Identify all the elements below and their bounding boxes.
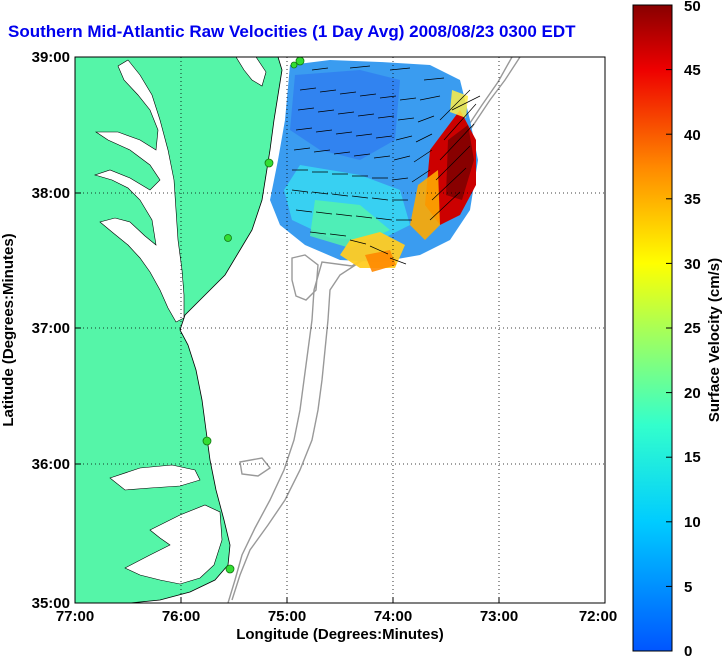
x-axis-label: Longitude (Degrees:Minutes) [236, 626, 444, 643]
coastline [129, 57, 283, 603]
x-tick-label: 77:00 [56, 608, 94, 625]
map-title: Southern Mid-Atlantic Raw Velocities (1 … [8, 22, 576, 41]
x-axis: 77:00 76:00 75:00 74:00 73:00 72:00 Long… [56, 597, 617, 643]
x-tick-label: 74:00 [374, 608, 412, 625]
plot-frame [74, 56, 606, 604]
station-marker [225, 564, 235, 574]
chesapeake-bay [93, 59, 185, 323]
albemarle-sound [109, 464, 201, 491]
colorbar-tick-label: 0 [684, 643, 692, 659]
x-tick-label: 76:00 [162, 608, 200, 625]
x-tick-label: 75:00 [268, 608, 306, 625]
colorbar-tick-label: 50 [684, 0, 701, 15]
y-axis-label: Latitude (Degrees:Minutes) [0, 233, 17, 426]
colorbar-tick-label: 45 [684, 62, 701, 79]
colorbar-tick-label: 5 [684, 579, 692, 596]
colorbar-tick-label: 10 [684, 514, 701, 531]
radar-stations [202, 56, 305, 574]
station-marker [290, 61, 298, 69]
colorbar-tick-label: 40 [684, 127, 701, 144]
colorbar-tick-label: 35 [684, 191, 701, 208]
station-marker [264, 158, 274, 168]
land-mass [75, 57, 282, 603]
station-marker [202, 436, 212, 446]
colorbar: 50 45 40 35 30 25 20 15 10 5 0 Surface V… [632, 0, 723, 659]
x-tick-label: 73:00 [480, 608, 518, 625]
x-tick-label: 72:00 [579, 608, 617, 625]
colorbar-tick-label: 20 [684, 385, 701, 402]
pamlico-sound [124, 504, 223, 585]
colorbar-tick-label: 15 [684, 449, 701, 466]
y-tick-label: 36:00 [32, 456, 70, 473]
station-marker [295, 56, 305, 66]
colorbar-gradient [632, 4, 673, 652]
colorbar-tick-label: 25 [684, 320, 701, 337]
station-marker [224, 234, 232, 242]
y-axis: 39:00 38:00 37:00 36:00 35:00 Latitude (… [0, 49, 81, 612]
y-tick-label: 37:00 [32, 320, 70, 337]
grid-lines [75, 57, 605, 603]
y-tick-label: 35:00 [32, 595, 70, 612]
colorbar-tick-label: 30 [684, 256, 701, 273]
y-tick-label: 38:00 [32, 185, 70, 202]
map-layer [75, 57, 521, 603]
velocity-field [270, 60, 481, 272]
y-tick-label: 39:00 [32, 49, 70, 66]
delaware-bay [235, 57, 267, 87]
colorbar-label: Surface Velocity (cm/s) [706, 258, 723, 422]
